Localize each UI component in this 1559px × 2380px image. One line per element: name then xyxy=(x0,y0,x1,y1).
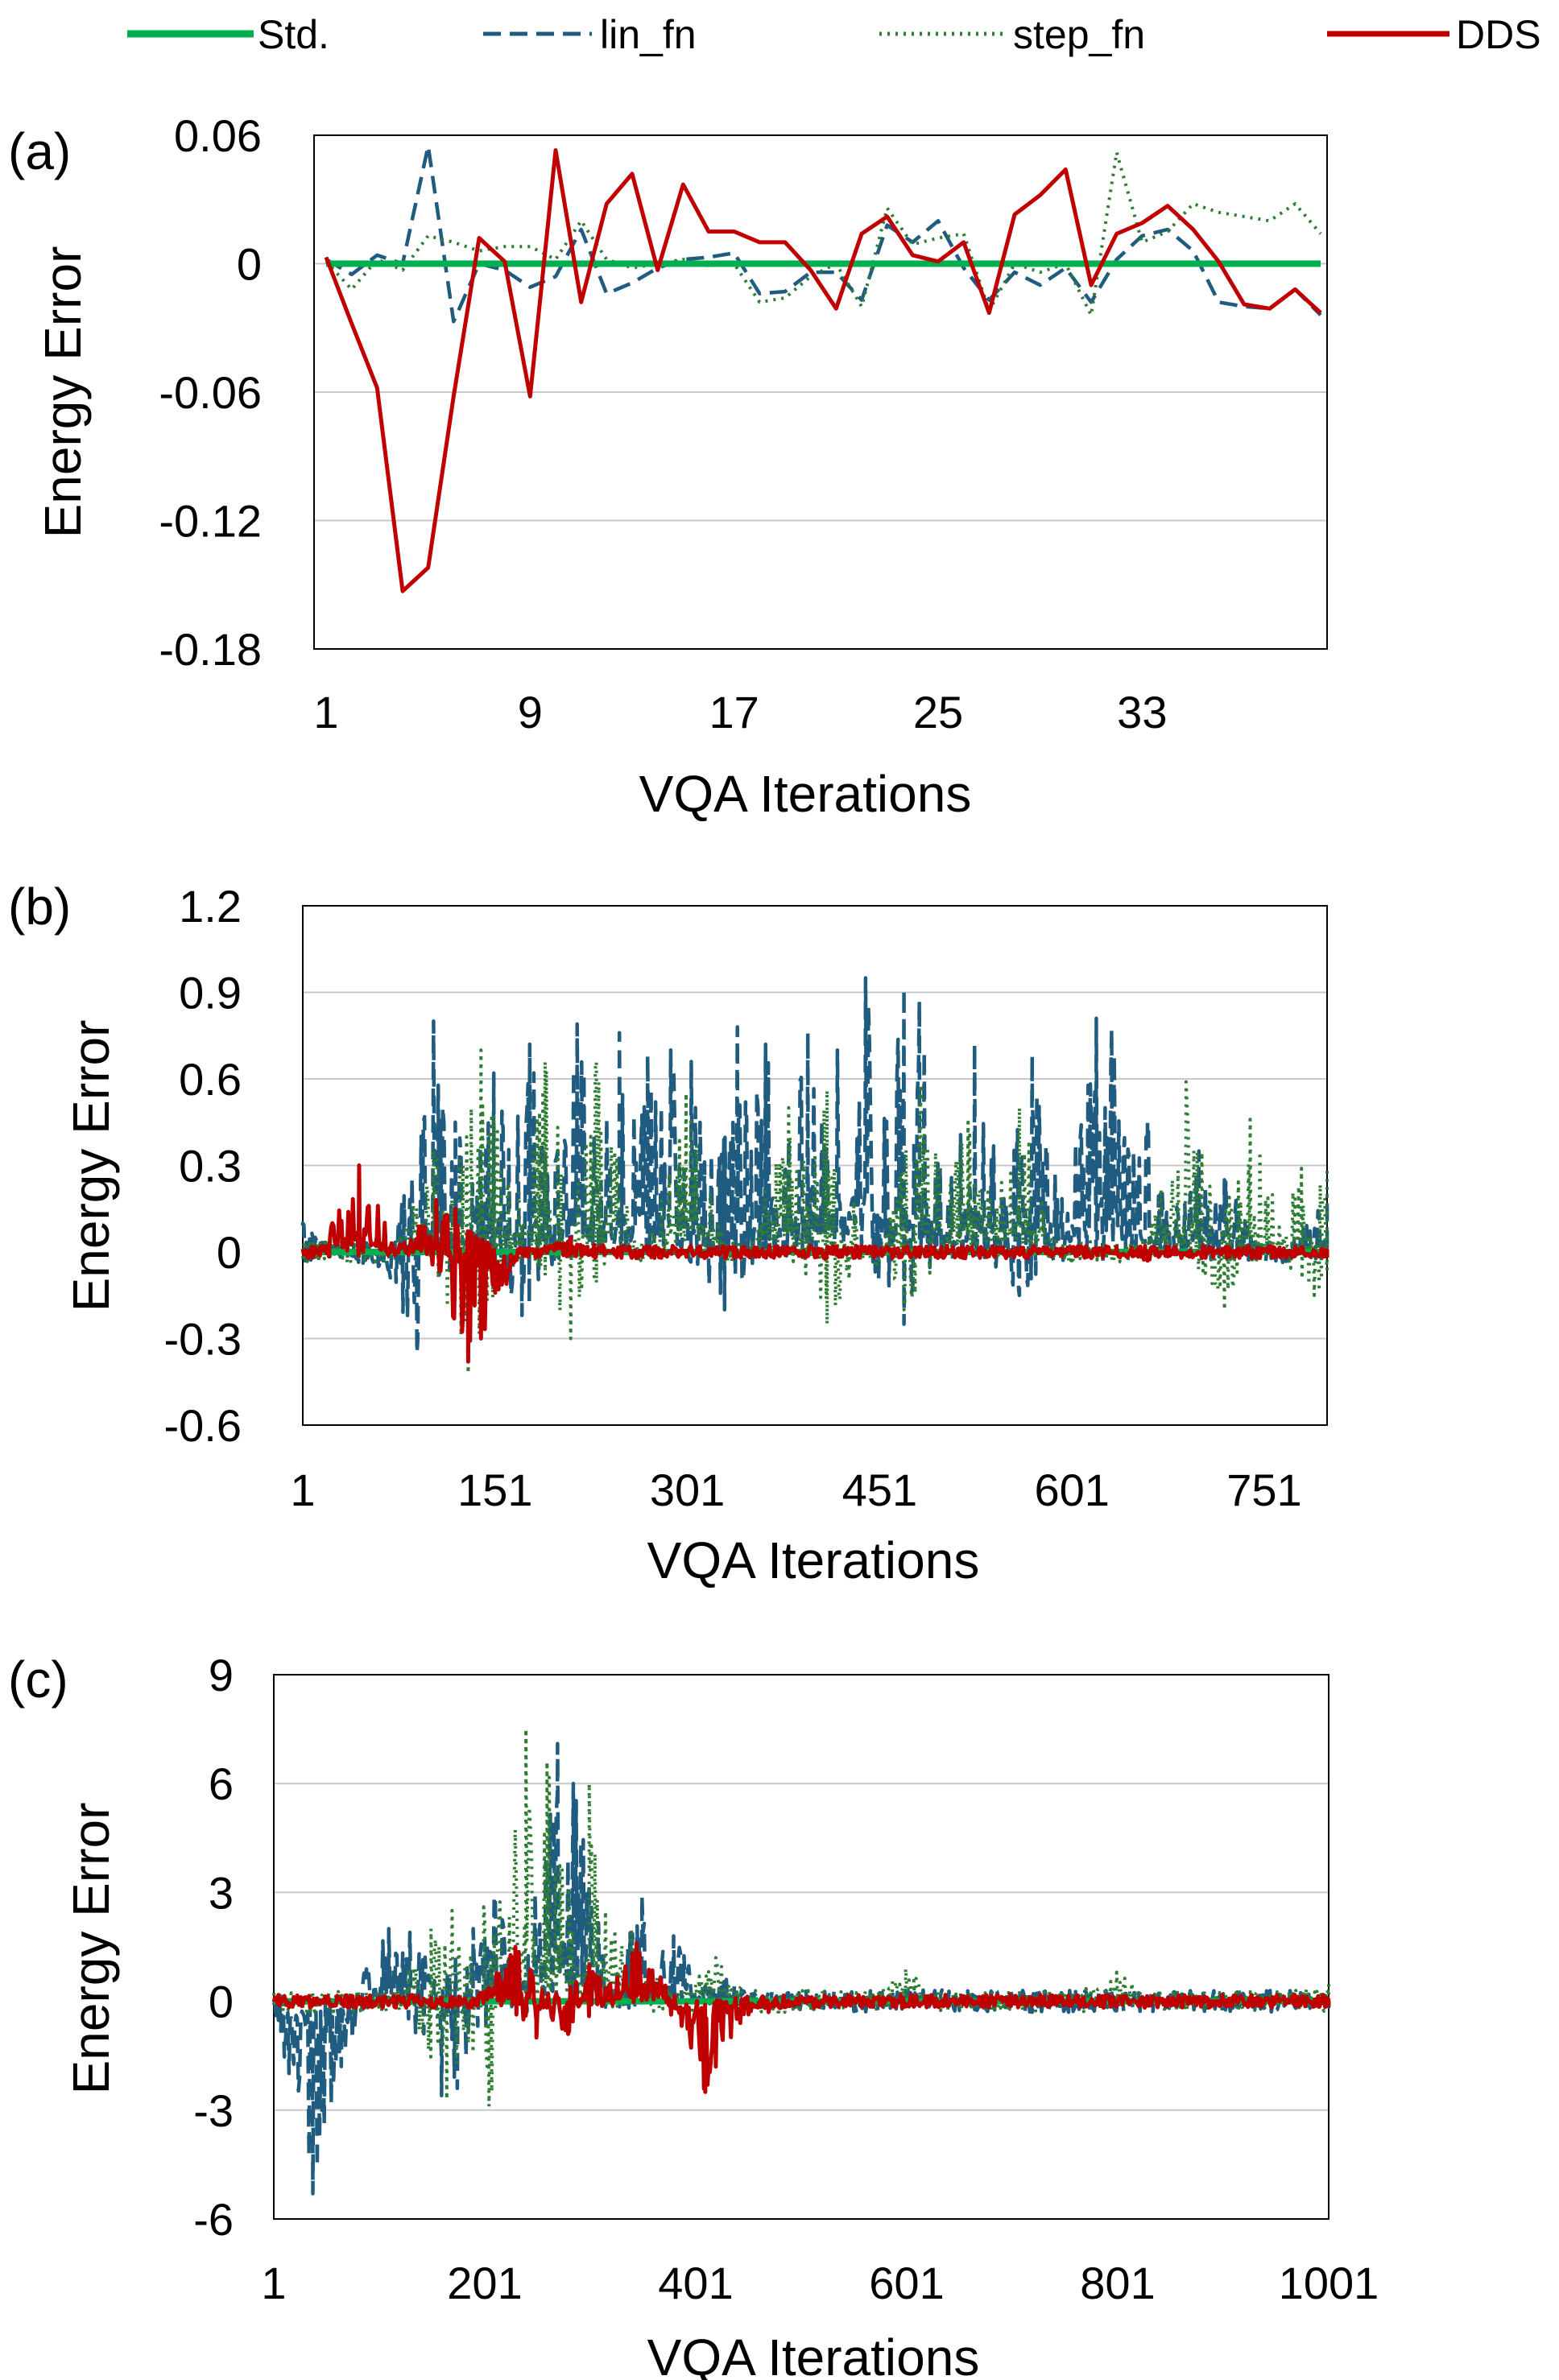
y-tick-label: 0.6 xyxy=(179,1054,242,1105)
panel-c-frame xyxy=(273,1674,1329,2220)
x-tick-label: 9 xyxy=(518,687,543,738)
x-tick-label: 25 xyxy=(913,687,963,738)
panel-c-yticks: -6 -3 0 3 6 9 xyxy=(193,1650,234,2245)
panel-c-series xyxy=(271,1727,1331,2196)
panel-b-ylabel: Energy Error xyxy=(62,1020,120,1312)
legend-label-dds: DDS xyxy=(1456,12,1541,57)
x-tick-label: 151 xyxy=(457,1465,532,1515)
x-tick-label: 601 xyxy=(1034,1465,1109,1515)
panel-c: (c) -6 -3 0 3 6 9 1 201 401 601 801 1001 VQA Itera… xyxy=(8,1650,1379,2380)
y-tick-label: -0.06 xyxy=(159,367,262,418)
x-tick-label: 801 xyxy=(1080,2258,1155,2308)
x-tick-label: 201 xyxy=(447,2258,522,2308)
legend-label-step-fn: step_fn xyxy=(1013,12,1145,57)
y-tick-label: 0 xyxy=(217,1227,242,1278)
panel-c-xticks: 1 201 401 601 801 1001 xyxy=(261,2258,1379,2308)
x-tick-label: 17 xyxy=(709,687,759,738)
y-tick-label: 0 xyxy=(237,239,262,290)
legend-label-std: Std. xyxy=(258,12,329,57)
series-line-lin-fn xyxy=(325,144,1322,324)
panel-a-yticks: -0.18 -0.12 -0.06 0 0.06 xyxy=(159,110,262,675)
panel-a-xlabel: VQA Iterations xyxy=(639,765,972,823)
y-tick-label: -0.18 xyxy=(159,624,262,675)
panel-c-letter: (c) xyxy=(8,1651,68,1709)
y-tick-label: 0.3 xyxy=(179,1141,242,1192)
series-line-step-fn xyxy=(272,1727,1330,2109)
panel-b-letter: (b) xyxy=(8,878,71,936)
x-tick-label: 1 xyxy=(313,687,338,738)
y-tick-label: -0.12 xyxy=(159,496,262,547)
y-tick-label: 0.9 xyxy=(179,968,242,1019)
y-tick-label: -0.3 xyxy=(164,1314,242,1365)
y-tick-label: 0 xyxy=(209,1977,234,2027)
panel-b-yticks: -0.6 -0.3 0 0.3 0.6 0.9 1.2 xyxy=(164,881,242,1451)
series-line-dds xyxy=(271,1941,1331,2094)
panel-a-ylabel: Energy Error xyxy=(34,246,92,539)
series-line-dds xyxy=(300,1163,1329,1364)
y-tick-label: 0.06 xyxy=(174,110,262,161)
x-tick-label: 301 xyxy=(650,1465,725,1515)
panel-b-xlabel: VQA Iterations xyxy=(647,1531,980,1589)
x-tick-label: 601 xyxy=(869,2258,944,2308)
panel-a-xticks: 1 9 17 25 33 xyxy=(313,687,1167,738)
panel-b-series xyxy=(300,976,1329,1375)
panel-c-ylabel: Energy Error xyxy=(62,1803,120,2095)
x-tick-label: 451 xyxy=(842,1465,917,1515)
panel-a: (a) -0.18 -0.12 -0.06 0 0.06 1 9 17 25 33 VQA It… xyxy=(8,110,1328,823)
series-line-lin-fn xyxy=(300,976,1329,1355)
series-line-dds xyxy=(324,148,1322,593)
x-tick-label: 401 xyxy=(658,2258,733,2308)
panel-a-series xyxy=(324,144,1322,593)
y-tick-label: 1.2 xyxy=(179,881,242,932)
y-tick-label: 6 xyxy=(209,1758,234,1809)
y-tick-label: -3 xyxy=(193,2085,234,2136)
panel-b-frame xyxy=(302,905,1328,1426)
x-tick-label: 33 xyxy=(1117,687,1167,738)
legend-label-lin-fn: lin_fn xyxy=(600,12,697,57)
panel-b-xticks: 1 151 301 451 601 751 xyxy=(290,1465,1301,1515)
x-tick-label: 1001 xyxy=(1279,2258,1379,2308)
y-tick-label: -6 xyxy=(193,2194,234,2245)
panel-b: (b) -0.6 -0.3 0 0.3 0.6 0.9 1.2 1 151 301 451 601 7… xyxy=(8,878,1329,1589)
panel-c-xlabel: VQA Iterations xyxy=(647,2328,980,2380)
x-tick-label: 751 xyxy=(1226,1465,1301,1515)
y-tick-label: -0.6 xyxy=(164,1400,242,1451)
x-tick-label: 1 xyxy=(261,2258,286,2308)
panel-a-letter: (a) xyxy=(8,122,71,180)
y-tick-label: 9 xyxy=(209,1650,234,1700)
legend: Std. lin_fn step_fn DDS xyxy=(127,12,1541,57)
panel-a-frame xyxy=(313,134,1328,650)
series-line-step-fn xyxy=(325,151,1322,317)
y-tick-label: 3 xyxy=(209,1867,234,1918)
x-tick-label: 1 xyxy=(290,1465,315,1515)
